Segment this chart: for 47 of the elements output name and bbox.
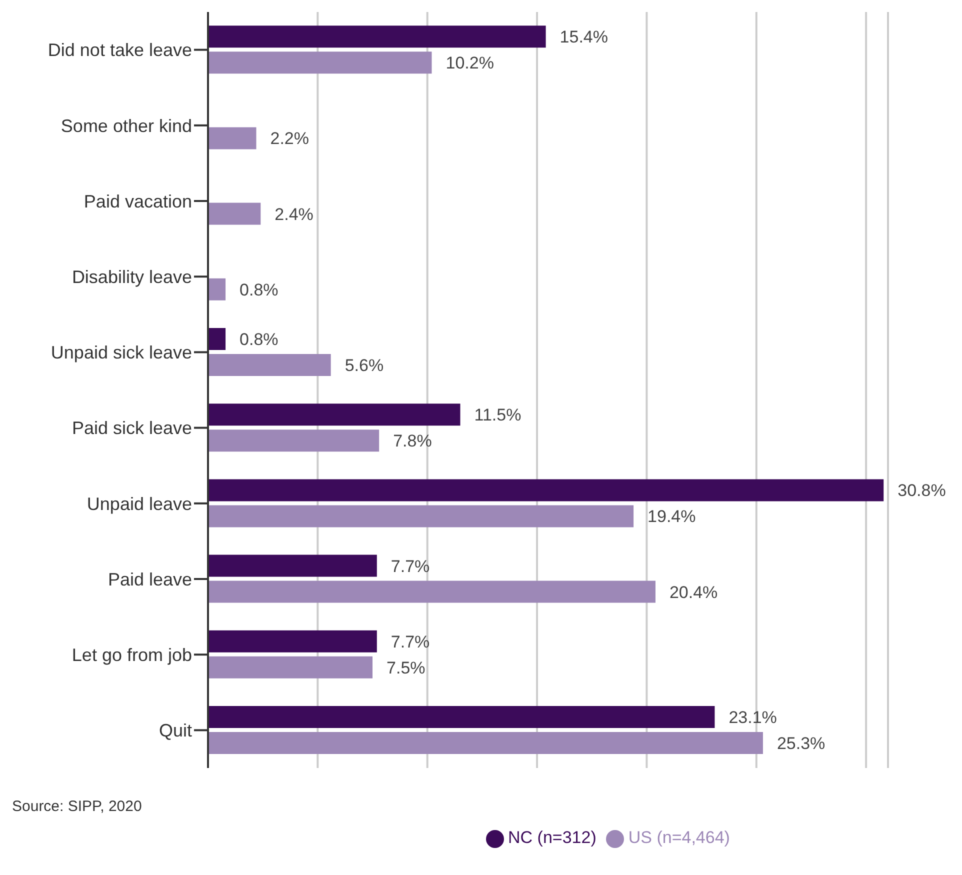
data-label: 11.5%	[474, 406, 522, 425]
bar	[208, 505, 634, 528]
data-label: 25.3%	[776, 734, 826, 754]
y-tick-label: Some other kind	[60, 116, 192, 136]
legend-label: NC (n=312)	[508, 828, 596, 847]
data-label: 5.6%	[344, 356, 384, 376]
bar	[208, 554, 377, 577]
data-label: 2.4%	[274, 204, 314, 224]
data-label: 7.5%	[386, 658, 426, 678]
data-label: 7.8%	[393, 432, 432, 451]
bar	[208, 430, 380, 452]
data-label: 0.8%	[240, 280, 278, 300]
data-label: 23.1%	[728, 708, 777, 728]
data-label: 19.4%	[648, 507, 696, 526]
bar	[208, 656, 373, 678]
bar	[208, 26, 546, 48]
data-label: 15.4%	[560, 28, 608, 47]
data-label: 7.7%	[390, 556, 430, 576]
legend-label: US (n=4,464)	[628, 828, 730, 847]
y-tick-label: Let go from job	[72, 644, 192, 665]
y-tick-label: Paid leave	[108, 569, 192, 590]
data-label: 20.4%	[669, 582, 718, 602]
data-label: 7.7%	[390, 632, 430, 652]
y-tick-label: Quit	[158, 720, 192, 741]
bar	[208, 479, 884, 502]
bar	[208, 732, 763, 754]
y-tick-label: Paid vacation	[84, 191, 192, 212]
y-tick-label: Unpaid leave	[86, 494, 192, 514]
bar	[208, 706, 715, 728]
bar	[208, 52, 432, 74]
y-tick-label: Disability leave	[72, 266, 192, 287]
bar	[208, 404, 460, 426]
bar	[208, 278, 226, 300]
data-label: 10.2%	[446, 54, 494, 73]
bar	[208, 127, 256, 150]
y-tick-label: Unpaid sick leave	[50, 342, 192, 363]
y-tick-label: Paid sick leave	[72, 418, 192, 438]
bar	[208, 328, 226, 350]
bar	[208, 354, 331, 376]
bar	[208, 580, 656, 603]
data-label: 2.2%	[270, 129, 310, 148]
data-label: 0.8%	[240, 330, 278, 350]
source-note: Source: SIPP, 2020	[12, 798, 142, 815]
data-label: 30.8%	[898, 481, 946, 500]
bar	[208, 202, 261, 225]
bar	[208, 630, 377, 652]
y-tick-label: Did not take leave	[48, 40, 192, 60]
